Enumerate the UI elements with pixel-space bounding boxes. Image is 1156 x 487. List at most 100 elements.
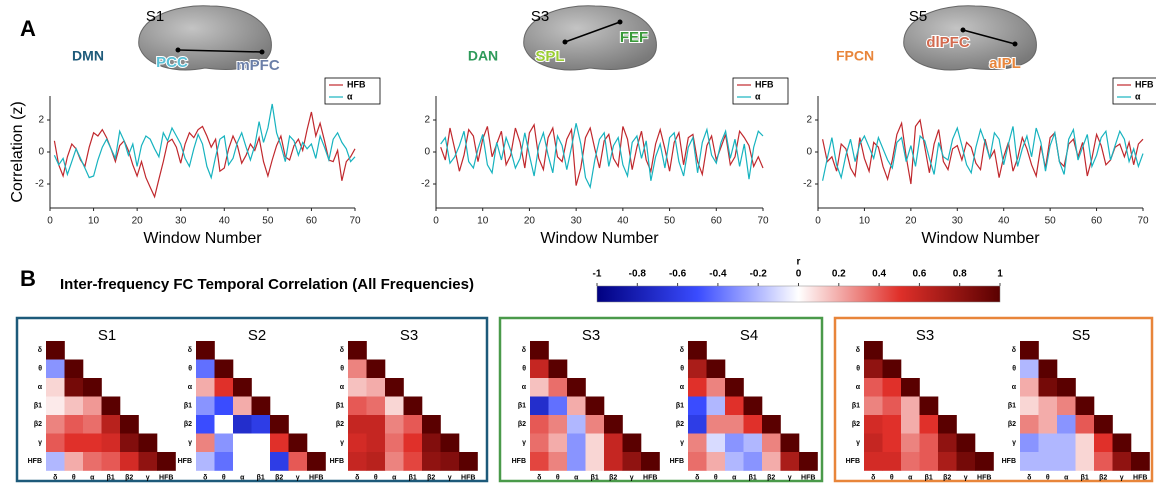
heatmap-cell (725, 396, 744, 416)
legend-label: α (755, 91, 761, 101)
region-dot (175, 47, 181, 53)
heatmap-cell (1094, 433, 1113, 453)
colorbar-tick-label: 0 (796, 269, 802, 280)
column-label: δ (537, 474, 541, 481)
colorbar-tick-label: -0.4 (709, 269, 727, 280)
heatmap-cell (548, 452, 568, 471)
heatmap-cell (688, 359, 707, 379)
series-line (822, 118, 1144, 185)
heatmap-cell (83, 396, 102, 416)
heatmap-cell (548, 359, 568, 379)
heatmap-cell (1075, 396, 1095, 416)
row-label: δ (856, 347, 860, 354)
heatmap-cell (864, 452, 883, 471)
row-label: HFB (670, 458, 684, 465)
row-label: γ (38, 440, 42, 447)
heatmap-cell (120, 452, 139, 471)
heatmap-cell (1112, 433, 1132, 453)
heatmap-cell (743, 433, 763, 453)
y-tick-label: -2 (35, 179, 44, 190)
column-label: β2 (943, 474, 951, 481)
x-tick-label: 60 (711, 216, 723, 227)
heatmap-cell (101, 396, 121, 416)
heatmap-cell (762, 452, 781, 471)
heatmap-cell (1038, 378, 1058, 397)
heatmap-cell (270, 433, 289, 453)
heatmap-cell (864, 378, 883, 397)
heatmap-cell (706, 378, 726, 397)
heatmap-cell (385, 396, 404, 416)
column-label: β2 (1099, 474, 1107, 481)
heatmap-cell (1112, 452, 1132, 471)
heatmap-cell (780, 452, 800, 471)
row-label: β1 (34, 403, 42, 410)
subject-label: S5 (909, 8, 927, 25)
heatmap-cell (403, 433, 423, 453)
network-label: DAN (468, 48, 498, 64)
column-label: δ (871, 474, 875, 481)
heatmap-cell (83, 452, 102, 471)
heatmap-cell (46, 378, 65, 397)
panel-label: A (20, 16, 36, 41)
heatmap-cell (762, 433, 781, 453)
heatmap-cell (64, 378, 84, 397)
row-label: β2 (336, 421, 344, 428)
heatmap-cell (214, 415, 234, 434)
heatmap-cell (622, 452, 642, 471)
heatmap-cell (706, 359, 726, 379)
heatmap-cell (214, 378, 234, 397)
heatmap-cell (83, 378, 102, 397)
column-label: γ (630, 474, 634, 481)
heatmap-cell (403, 452, 423, 471)
y-tick-label: 2 (806, 115, 812, 126)
row-label: β2 (676, 421, 684, 428)
column-label: β2 (275, 474, 283, 481)
heatmap-cell (1038, 415, 1058, 434)
column-label: α (908, 474, 913, 481)
row-label: δ (522, 347, 526, 354)
heatmap-cell (46, 452, 65, 471)
heatmap-cell (604, 452, 623, 471)
column-label: θ (714, 474, 718, 481)
row-label: β1 (676, 403, 684, 410)
heatmap-cell (567, 452, 586, 471)
heatmap-cell (46, 359, 65, 379)
heatmap-cell (882, 433, 902, 453)
column-label: θ (890, 474, 894, 481)
heatmap-cell (348, 359, 367, 379)
legend-label: α (1135, 91, 1141, 101)
region-label: mPFC (236, 57, 280, 74)
heatmap-cell (1038, 396, 1058, 416)
x-tick-label: 30 (571, 216, 583, 227)
column-label: β1 (749, 474, 757, 481)
heatmap-cell (688, 378, 707, 397)
x-tick-label: 0 (815, 216, 821, 227)
heatmap-cell (120, 415, 139, 434)
row-label: β2 (34, 421, 42, 428)
column-label: β1 (409, 474, 417, 481)
heatmap-cell (440, 452, 460, 471)
heatmap-cell (288, 452, 308, 471)
region-dot (562, 39, 568, 45)
heatmap-cell (567, 378, 586, 397)
x-tick-label: 10 (859, 216, 871, 227)
heatmap-cell (233, 452, 252, 471)
heatmap-cell (706, 415, 726, 434)
heatmap-cell (196, 341, 215, 360)
column-label: δ (1027, 474, 1031, 481)
heatmap-cell (46, 396, 65, 416)
heatmap-cell (385, 433, 404, 453)
row-label: δ (1012, 347, 1016, 354)
row-label: γ (856, 440, 860, 447)
row-label: δ (340, 347, 344, 354)
heatmap-cell (64, 433, 84, 453)
heatmap-cell (403, 415, 423, 434)
matrix-title: S5 (1072, 327, 1090, 344)
heatmap-cell (743, 415, 763, 434)
heatmap-cell (956, 452, 976, 471)
column-label: HFB (801, 474, 815, 481)
heatmap-cell (585, 433, 605, 453)
heatmap-cell (422, 452, 441, 471)
heatmap-cell (706, 452, 726, 471)
row-label: α (340, 384, 345, 391)
